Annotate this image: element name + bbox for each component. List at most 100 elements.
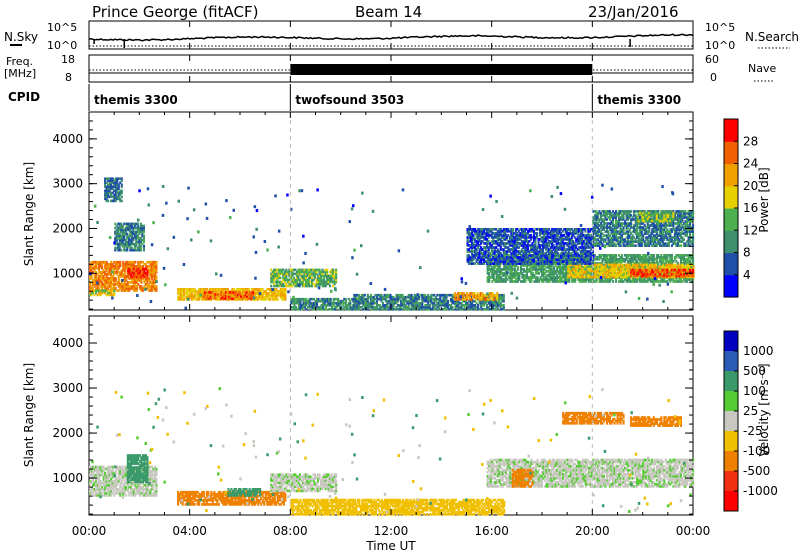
heatmap-cell — [626, 267, 629, 271]
heatmap-cell — [615, 263, 618, 267]
heatmap-cell — [93, 293, 96, 297]
heatmap-cell — [122, 283, 125, 286]
heatmap-cell — [595, 269, 598, 273]
heatmap-cell — [271, 280, 274, 284]
heatmap-cell — [675, 274, 678, 278]
heatmap-cell — [587, 280, 590, 283]
heatmap-cell — [353, 299, 356, 303]
heatmap-cell — [684, 268, 687, 272]
heatmap-cell — [524, 276, 527, 279]
heatmap-cell — [281, 296, 284, 299]
heatmap-cell — [294, 280, 297, 284]
heatmap-cell — [516, 278, 519, 281]
heatmap-cell — [463, 298, 466, 301]
heatmap-cell — [153, 289, 156, 292]
heatmap-cell — [141, 273, 144, 277]
heatmap-cell — [311, 282, 314, 286]
heatmap-cell — [134, 285, 137, 288]
heatmap-cell — [502, 252, 505, 255]
heatmap-cell — [456, 298, 459, 301]
heatmap-cell — [498, 260, 501, 263]
heatmap-cell — [682, 260, 685, 263]
heatmap-cell — [488, 264, 491, 267]
heatmap-cell — [129, 234, 132, 238]
heatmap-cell — [495, 236, 498, 239]
heatmap-cell — [362, 293, 365, 297]
heatmap-cell — [554, 280, 557, 283]
heatmap-cell — [495, 228, 498, 231]
heatmap-cell — [648, 268, 651, 272]
heatmap-cell — [601, 260, 604, 263]
heatmap-cell — [615, 280, 618, 283]
heatmap-cell — [481, 298, 484, 301]
heatmap-cell — [99, 273, 102, 276]
heatmap-cell — [371, 308, 374, 311]
heatmap-cell — [602, 258, 605, 261]
heatmap-cell — [430, 295, 433, 299]
heatmap-cell — [551, 280, 554, 283]
heatmap-cell — [536, 270, 539, 273]
heatmap-cell — [466, 301, 469, 305]
heatmap-cell — [332, 276, 335, 280]
heatmap-cell — [600, 265, 603, 269]
heatmap-cell — [483, 308, 486, 311]
heatmap-cell — [301, 268, 304, 272]
heatmap-cell — [234, 291, 237, 294]
heatmap-cell — [503, 254, 506, 257]
heatmap-cell — [125, 275, 128, 278]
heatmap-cell — [478, 294, 481, 297]
heatmap-cell — [140, 260, 143, 264]
heatmap-cell — [299, 297, 302, 301]
heatmap-cell — [615, 265, 618, 269]
heatmap-cell — [649, 256, 652, 259]
heatmap-cell — [479, 296, 482, 299]
heatmap-cell — [223, 297, 226, 300]
heatmap-cell — [118, 240, 121, 244]
heatmap-cell — [196, 292, 199, 295]
heatmap-cell — [502, 299, 505, 303]
heatmap-cell — [471, 260, 474, 263]
heatmap-cell — [487, 234, 490, 237]
heatmap-cell — [267, 296, 270, 299]
heatmap-cell — [419, 304, 422, 307]
heatmap-cell — [385, 308, 388, 311]
heatmap-cell — [235, 291, 238, 294]
heatmap-cell — [257, 288, 260, 291]
heatmap-cell — [626, 269, 629, 273]
heatmap-cell — [314, 304, 317, 307]
heatmap-cell — [669, 258, 672, 261]
heatmap-cell — [196, 296, 199, 299]
heatmap-cell — [123, 279, 126, 282]
heatmap-cell — [132, 283, 135, 286]
heatmap-cell — [615, 273, 618, 277]
heatmap-cell — [422, 293, 425, 297]
heatmap-cell — [675, 265, 678, 269]
heatmap-cell — [486, 266, 489, 269]
heatmap-cell — [273, 276, 276, 280]
heatmap-cell — [280, 282, 283, 286]
heatmap-cell — [99, 279, 102, 282]
heatmap-cell — [493, 250, 496, 253]
heatmap-cell — [98, 281, 101, 284]
heatmap-cell — [515, 270, 518, 273]
heatmap-cell — [273, 274, 276, 278]
heatmap-cell — [219, 288, 222, 291]
heatmap-cell — [453, 294, 456, 297]
heatmap-cell — [142, 236, 145, 240]
heatmap-cell — [317, 297, 320, 301]
heatmap-cell — [660, 265, 663, 269]
heatmap-cell — [366, 308, 369, 311]
heatmap-cell — [303, 274, 306, 278]
heatmap-cell — [468, 260, 471, 263]
heatmap-cell — [531, 266, 534, 269]
heatmap-cell — [327, 282, 330, 286]
heatmap-cell — [593, 258, 596, 261]
heatmap-cell — [297, 274, 300, 278]
heatmap-cell — [509, 266, 512, 269]
heatmap-cell — [480, 232, 483, 235]
heatmap-cell — [312, 282, 315, 286]
heatmap-cell — [127, 224, 130, 228]
heatmap-cell — [542, 280, 545, 283]
heatmap-cell — [306, 306, 309, 309]
heatmap-cell — [322, 297, 325, 301]
